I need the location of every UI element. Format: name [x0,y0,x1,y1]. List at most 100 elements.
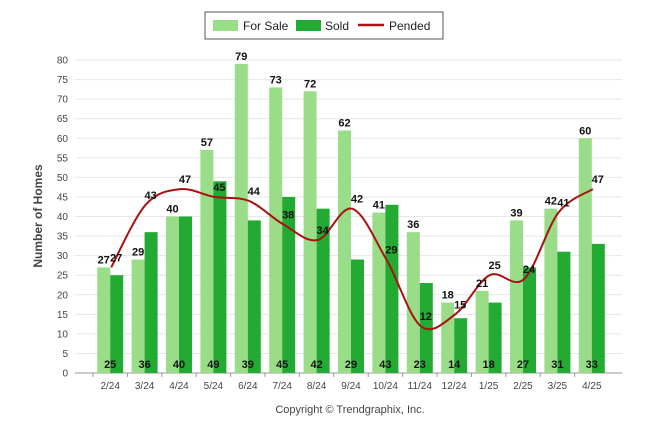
bar-sold [351,259,364,373]
y-tick-label: 25 [57,271,69,282]
value-label-sold: 31 [551,359,563,371]
value-label-for-sale: 73 [270,74,282,86]
value-label-sold: 18 [482,359,494,371]
value-label-pended: 43 [144,190,156,202]
legend-swatch-sold [296,20,321,31]
value-label-for-sale: 41 [373,200,385,212]
value-label-sold: 23 [414,359,426,371]
value-label-pended: 34 [316,225,329,237]
y-tick-label: 10 [57,329,69,340]
value-label-for-sale: 29 [132,247,144,259]
x-tick-label: 3/24 [135,381,155,392]
x-tick-label: 11/24 [408,381,433,392]
bar-for-sale [97,267,111,373]
bar-sold [110,275,124,373]
value-label-for-sale: 36 [407,219,419,231]
y-tick-label: 50 [57,173,69,184]
x-tick-label: 3/25 [548,381,568,392]
x-tick-label: 7/24 [272,381,292,392]
value-label-for-sale: 57 [201,137,213,149]
value-label-pended: 42 [351,194,363,206]
x-tick-label: 4/25 [582,381,602,392]
y-tick-label: 20 [57,290,69,301]
bar-sold [454,318,468,373]
legend: For Sale Sold Pended [204,11,444,40]
y-tick-label: 45 [57,192,69,203]
bar-for-sale [406,232,420,373]
bar-sold [385,204,399,373]
value-label-for-sale: 21 [476,278,488,290]
bar-for-sale [475,290,489,373]
y-tick-label: 65 [57,114,69,125]
value-labels: 27 25 27 29 36 43 40 40 47 57 49 45 79 39 44 73 45 38 72 42… [98,51,604,371]
bar-for-sale [303,91,317,374]
x-tick-label: 4/24 [169,381,189,392]
value-label-for-sale: 42 [545,196,557,208]
value-label-for-sale: 40 [166,204,178,216]
bar-sold [282,196,296,373]
bar-for-sale [544,208,558,373]
value-label-for-sale: 72 [304,78,316,90]
value-label-sold: 33 [586,359,598,371]
bar-for-sale [234,63,248,373]
value-label-for-sale: 60 [579,125,591,137]
value-label-pended: 45 [213,182,225,194]
pended-line [110,187,594,331]
value-label-sold: 39 [242,359,254,371]
value-label-sold: 14 [448,359,461,371]
value-label-sold: 43 [379,359,391,371]
value-label-pended: 41 [557,198,569,210]
y-tick-label: 55 [57,153,69,164]
bar-sold [213,181,227,373]
y-tick-label: 40 [57,212,69,223]
value-label-pended: 27 [110,252,122,264]
value-label-for-sale: 18 [442,290,454,302]
bar-sold [523,267,536,373]
x-tick-label: 2/25 [513,381,533,392]
bar-for-sale [441,302,455,373]
value-label-for-sale: 39 [510,207,522,219]
value-label-sold: 27 [517,359,529,371]
x-tick-label: 6/24 [238,381,258,392]
y-tick-label: 80 [57,56,69,67]
legend-label-for-sale: For Sale [243,19,289,33]
x-tick-label: 2/24 [100,381,120,392]
y-tick-label: 35 [57,232,69,243]
value-label-sold: 25 [104,359,116,371]
value-label-sold: 45 [276,359,288,371]
bar-sold [557,251,571,373]
bar-for-sale [269,87,283,373]
y-tick-label: 5 [62,349,68,360]
value-label-sold: 49 [207,359,219,371]
value-label-for-sale: 62 [338,117,350,129]
x-tick-label: 12/24 [442,381,467,392]
value-label-sold: 42 [310,359,322,371]
bar-sold [316,208,330,373]
bar-for-sale [166,216,179,373]
bar-for-sale [338,130,351,373]
value-label-for-sale: 27 [98,254,110,266]
bar-sold [179,216,192,373]
value-label-sold: 40 [173,359,185,371]
bar-for-sale [578,138,592,373]
bar-sold [591,243,605,373]
value-label-sold: 36 [138,359,150,371]
x-tick-label: 5/24 [204,381,224,392]
bar-sold [488,302,502,373]
y-tick-label: 70 [57,95,69,106]
y-tick-label: 15 [57,310,69,321]
value-label-pended: 15 [454,299,466,311]
y-tick-label: 60 [57,134,69,145]
y-axis-label: Number of Homes [31,164,45,268]
value-label-pended: 38 [282,209,294,221]
value-label-sold: 29 [345,359,357,371]
legend-label-sold: Sold [325,19,349,33]
copyright-footer: Copyright © Trendgraphix, Inc. [275,404,424,416]
bars [97,63,605,374]
y-tick-label: 30 [57,251,69,262]
bar-sold [247,220,261,373]
value-label-pended: 29 [385,245,397,257]
legend-swatch-for-sale [213,20,238,31]
x-tick-label: 10/24 [373,381,398,392]
